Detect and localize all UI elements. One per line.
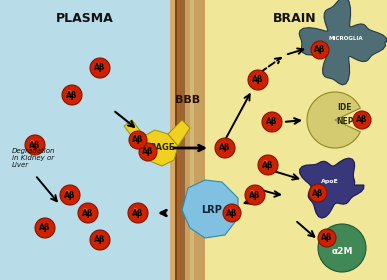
Circle shape bbox=[90, 230, 110, 250]
Text: Aβ: Aβ bbox=[66, 90, 78, 99]
Polygon shape bbox=[307, 92, 360, 148]
Text: PLASMA: PLASMA bbox=[56, 12, 114, 25]
Circle shape bbox=[30, 140, 34, 144]
Text: Aβ: Aβ bbox=[249, 190, 261, 199]
Circle shape bbox=[258, 155, 278, 175]
Text: RAGE: RAGE bbox=[149, 143, 175, 153]
Circle shape bbox=[90, 58, 110, 78]
Circle shape bbox=[144, 148, 147, 151]
Polygon shape bbox=[182, 180, 238, 238]
Circle shape bbox=[315, 45, 319, 50]
Circle shape bbox=[322, 234, 327, 237]
Bar bbox=[175, 0, 183, 280]
Bar bbox=[0, 0, 170, 280]
Circle shape bbox=[253, 75, 257, 80]
Circle shape bbox=[318, 229, 336, 247]
Circle shape bbox=[318, 224, 366, 272]
Circle shape bbox=[311, 41, 329, 59]
Text: IDE: IDE bbox=[338, 104, 352, 113]
Polygon shape bbox=[124, 120, 144, 142]
Bar bbox=[180, 0, 185, 280]
Circle shape bbox=[128, 203, 148, 223]
Text: Aβ: Aβ bbox=[94, 235, 106, 244]
Text: Aβ: Aβ bbox=[82, 209, 94, 218]
Polygon shape bbox=[140, 130, 178, 166]
Circle shape bbox=[262, 112, 282, 132]
Circle shape bbox=[215, 138, 235, 158]
Circle shape bbox=[263, 160, 267, 164]
Text: MICROGLIA: MICROGLIA bbox=[329, 36, 363, 41]
Circle shape bbox=[309, 184, 327, 202]
Circle shape bbox=[35, 218, 55, 238]
Text: Aβ: Aβ bbox=[226, 209, 238, 218]
Circle shape bbox=[245, 185, 265, 205]
Circle shape bbox=[248, 70, 268, 90]
Text: α2M: α2M bbox=[331, 248, 353, 256]
Circle shape bbox=[65, 190, 69, 194]
Circle shape bbox=[353, 111, 371, 129]
Text: Aβ: Aβ bbox=[132, 209, 144, 218]
Circle shape bbox=[60, 185, 80, 205]
Bar bbox=[190, 0, 194, 280]
Circle shape bbox=[95, 63, 99, 67]
Circle shape bbox=[313, 188, 317, 192]
Text: Aβ: Aβ bbox=[219, 143, 231, 153]
Text: BRAIN: BRAIN bbox=[273, 12, 317, 25]
Polygon shape bbox=[300, 158, 364, 218]
Text: Aβ: Aβ bbox=[312, 188, 324, 197]
Circle shape bbox=[267, 117, 271, 122]
Circle shape bbox=[40, 223, 45, 227]
Bar bbox=[170, 0, 205, 280]
Circle shape bbox=[25, 135, 45, 155]
Text: Aβ: Aβ bbox=[266, 118, 278, 127]
Text: BBB: BBB bbox=[175, 95, 200, 105]
Circle shape bbox=[62, 85, 82, 105]
Text: Aβ: Aβ bbox=[314, 45, 326, 55]
Bar bbox=[205, 0, 387, 280]
Circle shape bbox=[67, 90, 71, 94]
Text: Degradation
in Kidney or
Liver: Degradation in Kidney or Liver bbox=[12, 148, 55, 168]
Circle shape bbox=[129, 131, 147, 149]
Text: NEP: NEP bbox=[336, 118, 354, 127]
Text: Aβ: Aβ bbox=[321, 234, 333, 242]
Text: LRP: LRP bbox=[202, 205, 223, 215]
Circle shape bbox=[133, 208, 137, 213]
Circle shape bbox=[134, 136, 137, 139]
Text: Aβ: Aβ bbox=[142, 148, 154, 157]
Text: Aβ: Aβ bbox=[252, 76, 264, 85]
Polygon shape bbox=[299, 0, 387, 85]
Circle shape bbox=[83, 208, 87, 213]
Bar bbox=[170, 0, 175, 280]
Text: Aβ: Aβ bbox=[262, 160, 274, 169]
Text: Aβ: Aβ bbox=[94, 64, 106, 73]
Polygon shape bbox=[168, 120, 190, 146]
Bar bbox=[186, 0, 192, 280]
Bar bbox=[177, 0, 180, 280]
Circle shape bbox=[228, 209, 231, 213]
Text: Aβ: Aβ bbox=[132, 136, 144, 144]
Circle shape bbox=[223, 204, 241, 222]
Circle shape bbox=[250, 190, 254, 194]
Text: Aβ: Aβ bbox=[356, 115, 368, 125]
Text: ApoE: ApoE bbox=[321, 179, 339, 183]
Text: Aβ: Aβ bbox=[39, 223, 51, 232]
Circle shape bbox=[220, 143, 224, 147]
Circle shape bbox=[358, 116, 361, 120]
Text: Aβ: Aβ bbox=[29, 141, 41, 150]
Circle shape bbox=[78, 203, 98, 223]
Text: Aβ: Aβ bbox=[64, 190, 76, 199]
Circle shape bbox=[95, 235, 99, 239]
Circle shape bbox=[139, 143, 157, 161]
